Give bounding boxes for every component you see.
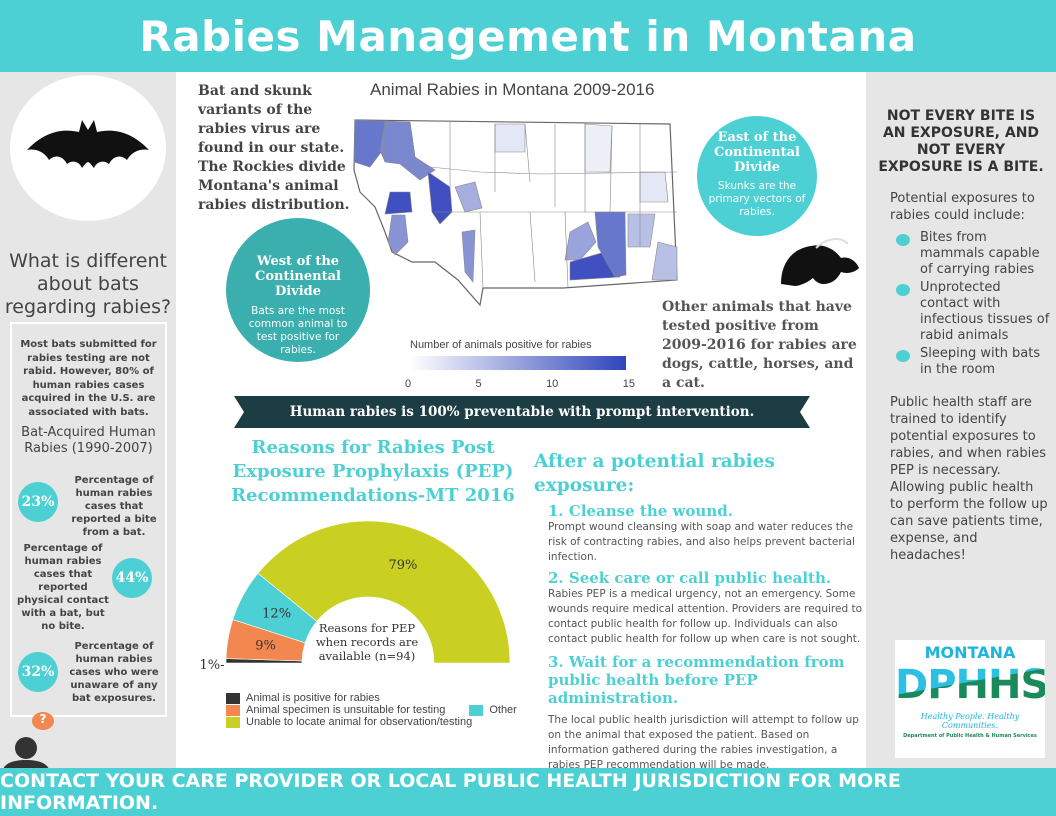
left-column: What is different about bats regarding r… xyxy=(0,72,176,788)
montana-map xyxy=(353,119,678,307)
bullet-icon xyxy=(896,234,910,246)
steps-title: After a potential rabies exposure: xyxy=(534,451,775,496)
right-column: NOT EVERY BITE IS AN EXPOSURE, AND NOT E… xyxy=(866,72,1056,768)
west-text: Bats are the most common animal to test … xyxy=(248,305,348,356)
list-item: Unprotected contact with infectious tiss… xyxy=(896,280,1050,344)
county-lincoln xyxy=(353,119,386,168)
stats-title: Bat-Acquired Human Rabies (1990-2007) xyxy=(21,425,156,456)
skunk-icon xyxy=(781,238,859,286)
legend-swatch xyxy=(469,704,484,716)
county-valley xyxy=(584,123,613,173)
stat-text: Percentage of human rabies cases that re… xyxy=(71,475,157,538)
map-legend-title: Number of animals positive for rabies xyxy=(410,339,592,351)
chart-title: Reasons for Rabies Post Exposure Prophyl… xyxy=(231,437,515,506)
county-dawson xyxy=(639,171,669,203)
legend-tick: 10 xyxy=(546,378,559,390)
map-legend-gradient xyxy=(410,356,626,370)
east-text: Skunks are the primary vectors of rabies… xyxy=(708,180,806,218)
county-missoula xyxy=(384,191,413,215)
legend-label: Animal specimen is unsuitable for testin… xyxy=(246,704,446,716)
bullet-icon xyxy=(896,350,910,362)
page-title: Rabies Management in Montana xyxy=(139,11,917,61)
footer-text: CONTACT YOUR CARE PROVIDER OR LOCAL PUBL… xyxy=(0,770,901,814)
legend-label: Other xyxy=(489,704,517,716)
chart-data-label: 9% xyxy=(255,638,276,653)
header: Rabies Management in Montana xyxy=(0,0,1056,72)
list-item: Bites from mammals capable of carrying r… xyxy=(896,230,1050,278)
stat-circle: 32% xyxy=(18,652,58,692)
question-bubble: ? xyxy=(32,712,54,730)
chart-slice xyxy=(257,520,511,664)
map-legend-ticks: 0 5 10 15 xyxy=(405,378,635,390)
stat-text: Percentage of human rabies cases that re… xyxy=(17,543,109,632)
bat-icon xyxy=(27,120,149,168)
dphhs-logo: MONTANA DPHHS Healthy People. Healthy Co… xyxy=(895,640,1049,758)
bullet-icon xyxy=(896,284,910,296)
chart-legend: Animal is positive for rabies Animal spe… xyxy=(226,692,526,728)
step-heading: 1. Cleanse the wound. xyxy=(548,502,733,520)
county-park xyxy=(461,229,476,283)
bat-image xyxy=(10,75,166,221)
stat-circle: 23% xyxy=(18,482,58,522)
chart-center-label: Reasons for PEP when records are availab… xyxy=(315,621,419,663)
county-ravalli xyxy=(387,214,409,256)
step-text: The local public health jurisdiction wil… xyxy=(548,714,859,771)
exposure-list: Bites from mammals capable of carrying r… xyxy=(896,230,1050,378)
legend-swatch xyxy=(226,704,240,716)
county-carter xyxy=(651,241,678,281)
west-divide-circle: West of the Continental Divide Bats are … xyxy=(226,218,370,362)
step-text: Rabies PEP is a medical urgency, not an … xyxy=(548,588,862,645)
stat-text: Percentage of human rabies cases who wer… xyxy=(69,641,159,704)
legend-tick: 0 xyxy=(405,378,412,390)
county-hill xyxy=(494,123,526,153)
legend-item: Unable to locate animal for observation/… xyxy=(226,716,526,728)
west-title: West of the Continental Divide xyxy=(255,254,341,299)
public-health-text: Public health staff are trained to ident… xyxy=(890,395,1048,563)
county-cascade xyxy=(454,181,483,213)
list-item: Sleeping with bats in the room xyxy=(896,346,1050,378)
county-yellowstone xyxy=(564,221,597,261)
banner-ribbon xyxy=(234,396,810,428)
exposures-intro: Potential exposures to rabies could incl… xyxy=(890,191,1035,223)
county-custer xyxy=(627,213,656,248)
legend-tick: 15 xyxy=(622,378,635,390)
legend-item: Animal specimen is unsuitable for testin… xyxy=(226,704,526,716)
legend-swatch xyxy=(226,692,240,704)
other-animals-text: Other animals that have tested positive … xyxy=(662,299,857,391)
chart-data-label: 12% xyxy=(262,606,291,621)
legend-tick: 5 xyxy=(475,378,482,390)
steps-section: After a potential rabies exposure: 1. Cl… xyxy=(534,450,866,773)
footer: CONTACT YOUR CARE PROVIDER OR LOCAL PUBL… xyxy=(0,768,1056,816)
legend-label: Unable to locate animal for observation/… xyxy=(246,716,473,728)
step-text: Prompt wound cleansing with soap and wat… xyxy=(548,521,855,563)
pep-reasons-chart: 1%- 9% 12% 79% xyxy=(199,520,511,673)
exposure-heading: NOT EVERY BITE IS AN EXPOSURE, AND NOT E… xyxy=(878,108,1044,175)
legend-swatch xyxy=(226,716,240,728)
bat-facts-intro: Most bats submitted for rabies testing a… xyxy=(20,339,157,418)
county-line xyxy=(384,121,678,289)
stat-circle: 44% xyxy=(112,558,152,598)
chart-data-label: 1%- xyxy=(199,658,224,673)
map-title: Animal Rabies in Montana 2009-2016 xyxy=(370,80,655,99)
step-heading: 3. Wait for a recommendation from public… xyxy=(548,653,845,707)
map-intro: Bat and skunk variants of the rabies vir… xyxy=(198,83,350,213)
east-divide-circle: East of the Continental Divide Skunks ar… xyxy=(697,116,817,236)
bat-facts-box: Most bats submitted for rabies testing a… xyxy=(10,322,167,717)
bats-question: What is different about bats regarding r… xyxy=(4,250,172,318)
east-title: East of the Continental Divide xyxy=(714,130,800,175)
banner-text: Human rabies is 100% preventable with pr… xyxy=(289,404,755,420)
legend-label: Animal is positive for rabies xyxy=(246,692,380,704)
step-heading: 2. Seek care or call public health. xyxy=(548,569,832,587)
chart-data-label: 79% xyxy=(388,558,417,573)
legend-item: Animal is positive for rabies xyxy=(226,692,526,704)
